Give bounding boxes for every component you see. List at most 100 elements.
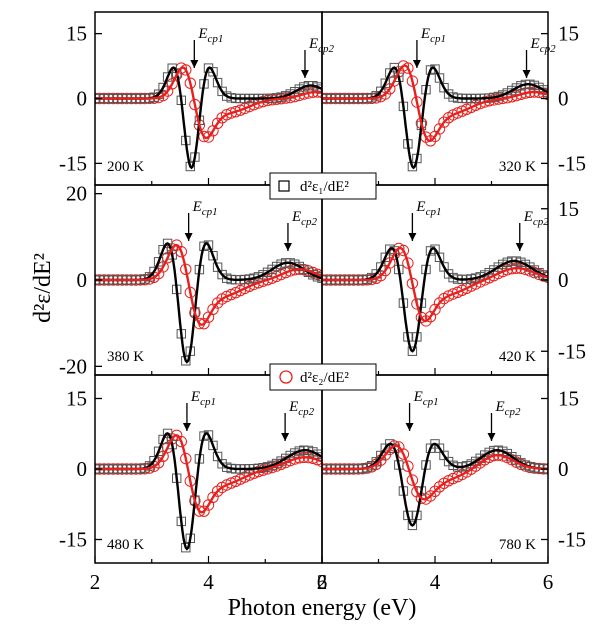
- y-tick-label: 15: [558, 197, 579, 221]
- legend-text: d²ε₁/dE²: [300, 179, 349, 195]
- ecp-arrowhead: [182, 423, 191, 431]
- e1-point: [153, 446, 164, 457]
- ecp-label: Ecp2: [523, 209, 550, 228]
- e1-point: [376, 262, 386, 272]
- temperature-label: 320 K: [499, 159, 536, 175]
- e2-point: [424, 135, 437, 147]
- e1-point: [162, 428, 173, 439]
- ecp-arrowhead: [190, 60, 199, 68]
- x-tick-label: 6: [543, 570, 554, 594]
- panel-plot-area: [322, 439, 548, 531]
- e1-point: [208, 67, 218, 77]
- e2-fit-line: [322, 64, 548, 142]
- panel-plot-area: [322, 60, 548, 172]
- e2-point: [433, 297, 446, 309]
- ecp-arrowhead: [487, 433, 496, 441]
- e1-point: [208, 440, 218, 451]
- legend-1: d²ε₁/dE²: [269, 172, 377, 200]
- e1-point: [407, 346, 418, 356]
- ecp-label: Ecp1: [415, 199, 441, 218]
- ecp-label: Ecp1: [197, 26, 223, 45]
- y-tick-label: 15: [66, 387, 87, 411]
- e2-point: [402, 257, 414, 269]
- e2-fit-line: [95, 243, 322, 326]
- temperature-label: 480 K: [107, 537, 144, 553]
- y-tick-label: -15: [59, 151, 87, 175]
- e2-point: [402, 62, 414, 74]
- x-tick-label: 4: [203, 570, 214, 594]
- e2-fit-line: [95, 434, 322, 514]
- ecp-label: Ecp1: [192, 199, 218, 218]
- legend-box: [269, 172, 377, 200]
- e2-point: [207, 491, 219, 503]
- ecp-arrowhead: [300, 70, 309, 78]
- x-axis-title: Photon energy (eV): [228, 595, 417, 621]
- e2-point: [211, 297, 224, 309]
- panel-plot-area: [95, 238, 322, 366]
- panel-4: 15 0 -15 420 K Ecp1 Ecp2: [321, 184, 586, 376]
- x-tick-label: 6: [317, 570, 328, 594]
- y-tick-label: -15: [558, 528, 586, 552]
- y-tick-label: -20: [59, 354, 87, 378]
- legend-box: [269, 363, 377, 391]
- e1-point: [434, 252, 445, 263]
- e2-point: [429, 485, 441, 497]
- y-tick-label: 20: [66, 182, 87, 206]
- temperature-label: 200 K: [107, 159, 144, 175]
- panel-5: 15 0 -15 480 K Ecp1 Ecp2 2 4 6: [59, 374, 328, 594]
- ecp-label: Ecp2: [288, 399, 315, 418]
- e2-point: [184, 77, 197, 89]
- e1-point: [149, 266, 159, 277]
- x-tick-label: 2: [317, 570, 328, 594]
- ecp-arrowhead: [184, 233, 193, 241]
- e1-point: [158, 82, 168, 93]
- e1-fit-line: [95, 242, 322, 364]
- e1-point: [153, 257, 164, 267]
- panel-plot-area: [95, 62, 322, 172]
- ecp-label: Ecp2: [530, 36, 557, 55]
- e1-point: [434, 73, 445, 83]
- temperature-label: 380 K: [107, 349, 144, 365]
- y-tick-label: 0: [77, 87, 88, 111]
- temperature-label: 780 K: [499, 537, 536, 553]
- e1-point: [208, 251, 218, 261]
- e2-point: [420, 315, 432, 327]
- ecp-arrowhead: [515, 243, 524, 251]
- ecp-label: Ecp2: [291, 209, 318, 228]
- e1-point: [407, 520, 418, 531]
- ecp-arrowhead: [283, 243, 292, 251]
- temperature-label: 420 K: [499, 349, 536, 365]
- x-tick-label: 4: [430, 570, 441, 594]
- e1-point: [162, 238, 173, 249]
- e1-point: [389, 62, 400, 73]
- e1-fit-line: [95, 432, 322, 551]
- e2-point: [211, 485, 224, 497]
- ecp-arrowhead: [412, 60, 421, 68]
- y-tick-label: -15: [59, 528, 87, 552]
- y-tick-label: 15: [66, 22, 87, 46]
- y-tick-label: 0: [77, 268, 88, 292]
- x-tick-label: 2: [90, 570, 101, 594]
- e2-point: [397, 448, 410, 460]
- legend-text: d²ε₂/dE²: [300, 370, 349, 386]
- panel-2: 15 0 -15 320 K Ecp1 Ecp2: [321, 11, 586, 186]
- ecp-label: Ecp2: [495, 399, 522, 418]
- e2-point: [406, 474, 419, 486]
- y-tick-label: 15: [558, 387, 579, 411]
- y-tick-label: -15: [558, 151, 586, 175]
- e1-point: [380, 78, 391, 88]
- y-axis-title: d²ε/dE²: [30, 253, 56, 323]
- y-tick-label: 15: [558, 22, 579, 46]
- panel-plot-area: [95, 428, 322, 553]
- y-tick-label: 0: [77, 457, 88, 481]
- panel-3: 20 0 -20 380 K Ecp1 Ecp2: [59, 182, 323, 378]
- y-tick-label: -15: [558, 339, 586, 363]
- panel-6: 15 0 -15 780 K Ecp1 Ecp2 2 4 6: [317, 374, 586, 594]
- y-tick-label: 0: [558, 87, 569, 111]
- ecp-arrowhead: [405, 423, 414, 431]
- legend-circle: [279, 370, 293, 384]
- ecp-arrowhead: [408, 233, 417, 241]
- ecp-arrowhead: [522, 70, 531, 78]
